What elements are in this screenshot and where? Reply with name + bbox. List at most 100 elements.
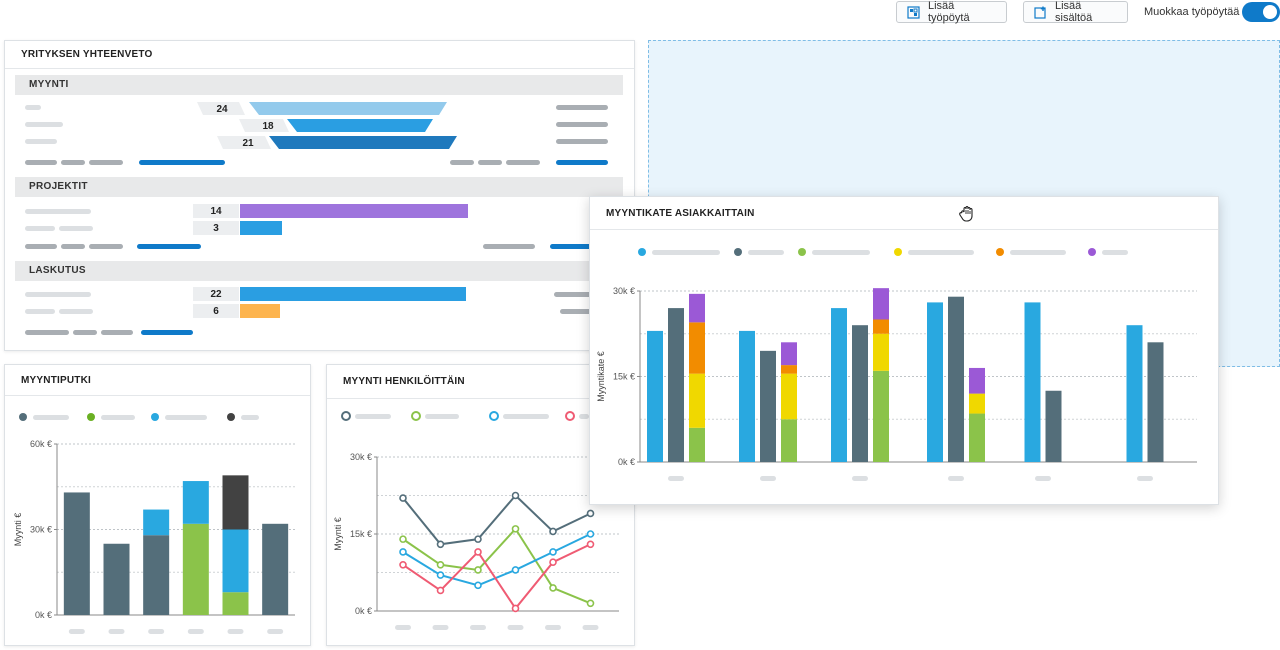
billing-bar-2[interactable]: [240, 304, 280, 318]
data-point[interactable]: [511, 566, 520, 574]
x-tick-label-placeholder: [395, 625, 411, 630]
bar[interactable]: [1126, 325, 1143, 462]
add-dashboard-button[interactable]: Lisää työpöytä: [896, 0, 1007, 24]
series-line[interactable]: [402, 494, 591, 546]
data-point[interactable]: [549, 548, 557, 556]
bar-segment[interactable]: [873, 288, 889, 320]
data-point[interactable]: [436, 561, 445, 569]
data-point[interactable]: [399, 561, 407, 569]
data-point[interactable]: [549, 584, 557, 592]
legend-label-placeholder: [652, 250, 720, 255]
data-point[interactable]: [586, 530, 595, 538]
legend-label-placeholder: [748, 250, 784, 255]
x-tick-label-placeholder: [148, 629, 165, 634]
bar-segment[interactable]: [222, 529, 249, 593]
data-point[interactable]: [511, 604, 520, 613]
data-point[interactable]: [474, 566, 482, 574]
bar[interactable]: [831, 308, 847, 462]
add-content-label: Lisää sisältöä: [1055, 0, 1093, 24]
bar-segment[interactable]: [873, 319, 889, 334]
sales-by-person-card: MYYNTI HENKILÖITTÄIN Myynti € 0k € 15k € 30…: [326, 364, 635, 646]
bar-segment[interactable]: [969, 413, 985, 462]
funnel-bar-1[interactable]: [249, 102, 447, 115]
bar-segment[interactable]: [143, 535, 170, 615]
data-point[interactable]: [586, 509, 595, 518]
margin-by-customer-card[interactable]: MYYNTIKATE ASIAKKAITTAIN Myyntikate € 0k …: [589, 196, 1219, 505]
funnel-bar-3[interactable]: [269, 136, 457, 149]
billing-value-1: 22: [193, 287, 239, 301]
placeholder-footer-link[interactable]: [550, 244, 602, 249]
bar-segment[interactable]: [873, 370, 889, 462]
series-line[interactable]: [402, 543, 591, 611]
funnel-tab-1: [197, 102, 245, 115]
bar[interactable]: [948, 296, 964, 462]
placeholder-footer-link[interactable]: [556, 160, 608, 165]
data-point[interactable]: [436, 540, 445, 549]
bar[interactable]: [927, 302, 943, 462]
margin-by-customer-chart[interactable]: Myyntikate € 0k € 15k € 30k €: [590, 267, 1218, 505]
series-line[interactable]: [402, 533, 591, 587]
bar-segment[interactable]: [182, 481, 209, 524]
data-point[interactable]: [436, 571, 445, 579]
sales-value-2: 18: [262, 120, 274, 132]
bar-segment[interactable]: [222, 475, 249, 530]
legend-label-placeholder: [1102, 250, 1128, 255]
legend-label-placeholder: [355, 414, 391, 419]
bar-segment[interactable]: [781, 365, 797, 374]
bar[interactable]: [1147, 342, 1164, 462]
data-point[interactable]: [511, 491, 520, 500]
placeholder-footer: [483, 244, 535, 249]
bar-segment[interactable]: [689, 293, 705, 323]
placeholder-footer-link[interactable]: [137, 244, 201, 249]
data-point[interactable]: [474, 581, 482, 590]
bar-segment[interactable]: [781, 373, 797, 420]
bar-segment[interactable]: [222, 592, 249, 615]
card-title: MYYNTIPUTKI: [5, 365, 310, 396]
data-point[interactable]: [586, 540, 595, 549]
bar-segment[interactable]: [689, 322, 705, 374]
billing-bar-1[interactable]: [240, 287, 466, 301]
bar-segment[interactable]: [182, 523, 209, 615]
data-point[interactable]: [399, 548, 407, 556]
data-point[interactable]: [511, 525, 520, 533]
bar-segment[interactable]: [873, 333, 889, 371]
bar-segment[interactable]: [63, 492, 90, 615]
bar-segment[interactable]: [781, 342, 797, 366]
bar-segment[interactable]: [262, 523, 289, 615]
data-point[interactable]: [399, 535, 407, 543]
placeholder-footer-link[interactable]: [139, 160, 225, 165]
bar-segment[interactable]: [969, 367, 985, 394]
bar[interactable]: [1024, 302, 1041, 462]
projects-bar-2[interactable]: [240, 221, 282, 235]
projects-bar-1[interactable]: [240, 204, 468, 218]
sales-by-person-chart[interactable]: Myynti € 0k € 15k € 30k €: [327, 435, 634, 645]
series-line[interactable]: [402, 527, 591, 605]
data-point[interactable]: [549, 527, 557, 536]
bar-segment[interactable]: [103, 543, 130, 615]
bar[interactable]: [1045, 390, 1062, 462]
bar[interactable]: [852, 325, 868, 462]
y-tick-label: 15k €: [350, 529, 372, 539]
bar-segment[interactable]: [781, 419, 797, 462]
data-point[interactable]: [586, 599, 595, 608]
funnel-bar-2[interactable]: [287, 119, 433, 132]
bar[interactable]: [760, 350, 776, 462]
sales-pipeline-chart[interactable]: Myynti € 0k € 30k € 60k €: [5, 435, 310, 645]
data-point[interactable]: [474, 548, 482, 556]
data-point[interactable]: [549, 558, 557, 567]
bar[interactable]: [739, 330, 755, 462]
bar-segment[interactable]: [143, 509, 170, 536]
data-point[interactable]: [399, 494, 407, 502]
data-point[interactable]: [436, 586, 445, 595]
bar[interactable]: [647, 330, 663, 462]
data-point[interactable]: [474, 535, 482, 543]
edit-dashboard-toggle[interactable]: [1242, 2, 1280, 22]
bar-segment[interactable]: [969, 393, 985, 414]
bar-segment[interactable]: [689, 427, 705, 462]
placeholder-footer-link[interactable]: [141, 330, 193, 335]
card-title: MYYNTIKATE ASIAKKAITTAIN: [590, 197, 1218, 230]
add-content-button[interactable]: Lisää sisältöä: [1023, 0, 1128, 24]
bar[interactable]: [668, 308, 684, 462]
add-dashboard-icon: [907, 5, 920, 19]
bar-segment[interactable]: [689, 373, 705, 428]
